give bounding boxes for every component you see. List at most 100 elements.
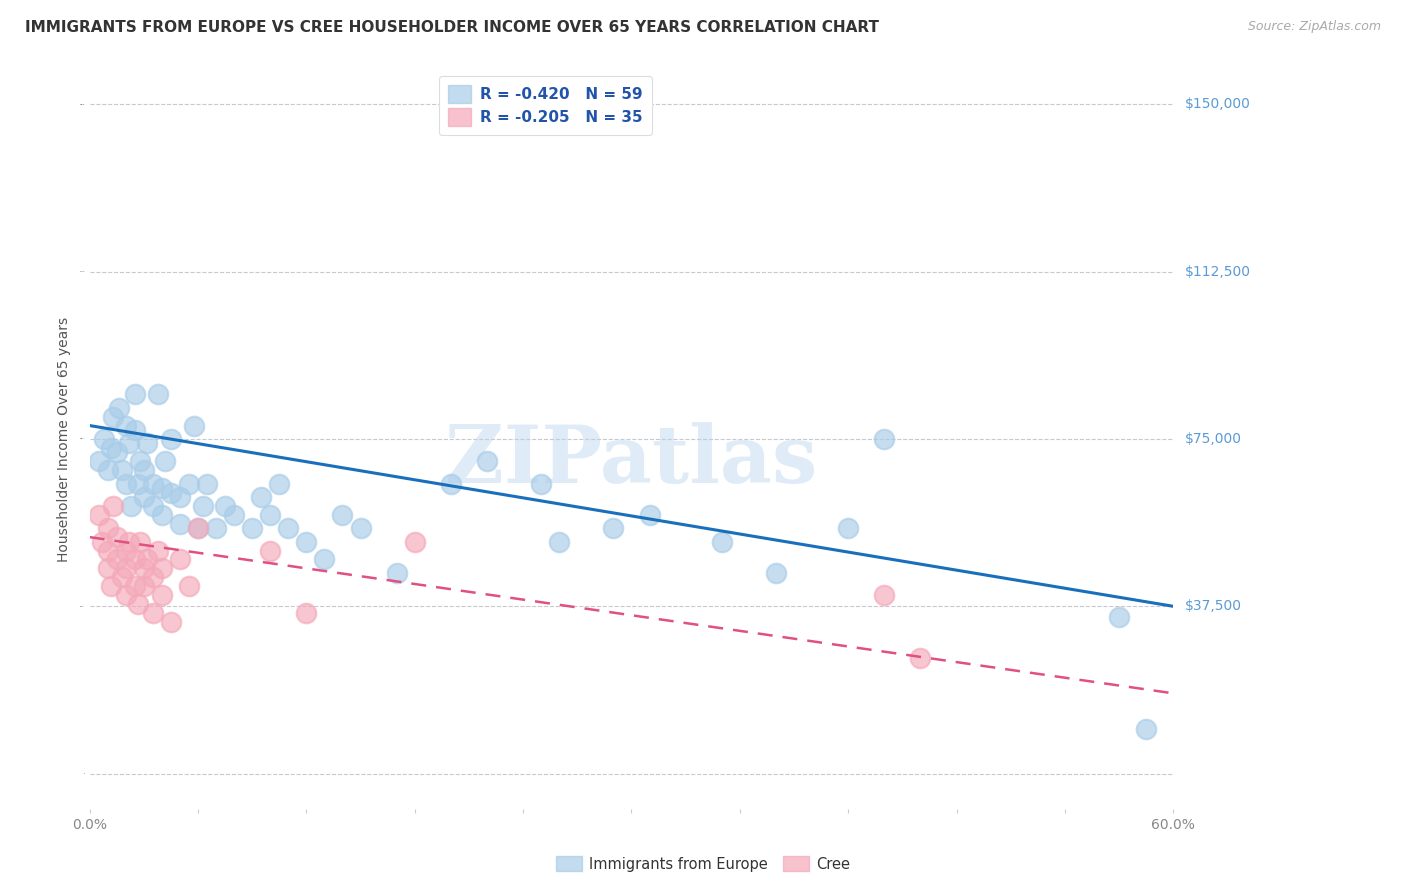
Point <box>314 552 336 566</box>
Point <box>114 561 136 575</box>
Point <box>97 561 120 575</box>
Legend: Immigrants from Europe, Cree: Immigrants from Europe, Cree <box>550 850 856 878</box>
Point <box>169 516 191 531</box>
Point <box>150 561 173 575</box>
Point <box>111 463 134 477</box>
Point <box>187 521 209 535</box>
Point <box>142 476 165 491</box>
Point <box>710 534 733 549</box>
Point <box>385 566 408 580</box>
Text: $75,000: $75,000 <box>1184 432 1241 446</box>
Point <box>295 534 318 549</box>
Point <box>93 432 115 446</box>
Point <box>150 481 173 495</box>
Point <box>114 418 136 433</box>
Point <box>1135 722 1157 736</box>
Point <box>87 454 110 468</box>
Point <box>132 463 155 477</box>
Point <box>127 597 149 611</box>
Point <box>118 436 141 450</box>
Point <box>127 476 149 491</box>
Point <box>129 534 152 549</box>
Point <box>132 490 155 504</box>
Point <box>101 409 124 424</box>
Point <box>105 445 128 459</box>
Text: $150,000: $150,000 <box>1184 97 1250 112</box>
Point <box>1108 610 1130 624</box>
Point <box>132 579 155 593</box>
Point <box>404 534 426 549</box>
Point <box>142 606 165 620</box>
Point <box>124 552 146 566</box>
Point <box>114 476 136 491</box>
Point <box>148 543 170 558</box>
Point <box>183 418 205 433</box>
Point <box>765 566 787 580</box>
Point <box>277 521 299 535</box>
Point <box>120 499 142 513</box>
Text: Source: ZipAtlas.com: Source: ZipAtlas.com <box>1247 20 1381 33</box>
Point <box>295 606 318 620</box>
Y-axis label: Householder Income Over 65 years: Householder Income Over 65 years <box>58 317 72 561</box>
Point <box>101 499 124 513</box>
Point <box>124 579 146 593</box>
Point <box>177 476 200 491</box>
Point <box>193 499 215 513</box>
Point <box>100 579 122 593</box>
Point <box>205 521 228 535</box>
Text: $112,500: $112,500 <box>1184 265 1250 278</box>
Point <box>475 454 498 468</box>
Point <box>97 521 120 535</box>
Point <box>638 508 661 522</box>
Point <box>87 508 110 522</box>
Point <box>873 432 896 446</box>
Point <box>105 552 128 566</box>
Point <box>150 588 173 602</box>
Point <box>530 476 553 491</box>
Legend: R = -0.420   N = 59, R = -0.205   N = 35: R = -0.420 N = 59, R = -0.205 N = 35 <box>439 76 651 135</box>
Point <box>259 508 281 522</box>
Point <box>114 543 136 558</box>
Point <box>440 476 463 491</box>
Point <box>169 490 191 504</box>
Point <box>136 436 159 450</box>
Point <box>97 463 120 477</box>
Point <box>250 490 273 504</box>
Point <box>107 401 129 415</box>
Point <box>142 570 165 584</box>
Point <box>349 521 371 535</box>
Point <box>100 441 122 455</box>
Text: $37,500: $37,500 <box>1184 599 1241 614</box>
Point <box>105 530 128 544</box>
Point <box>150 508 173 522</box>
Text: IMMIGRANTS FROM EUROPE VS CREE HOUSEHOLDER INCOME OVER 65 YEARS CORRELATION CHAR: IMMIGRANTS FROM EUROPE VS CREE HOUSEHOLD… <box>25 20 879 35</box>
Point <box>177 579 200 593</box>
Point <box>118 534 141 549</box>
Point <box>142 499 165 513</box>
Point <box>160 485 183 500</box>
Point <box>602 521 624 535</box>
Point <box>160 432 183 446</box>
Point <box>124 387 146 401</box>
Point <box>169 552 191 566</box>
Point <box>195 476 218 491</box>
Point <box>136 552 159 566</box>
Point <box>214 499 236 513</box>
Point <box>111 570 134 584</box>
Point <box>259 543 281 558</box>
Point <box>910 650 932 665</box>
Point <box>548 534 571 549</box>
Text: ZIPatlas: ZIPatlas <box>446 422 817 500</box>
Point <box>160 615 183 629</box>
Point <box>187 521 209 535</box>
Point <box>269 476 291 491</box>
Point <box>114 588 136 602</box>
Point <box>132 561 155 575</box>
Point <box>91 534 114 549</box>
Point <box>124 423 146 437</box>
Point <box>873 588 896 602</box>
Point <box>240 521 263 535</box>
Point <box>332 508 354 522</box>
Point <box>97 543 120 558</box>
Point <box>224 508 246 522</box>
